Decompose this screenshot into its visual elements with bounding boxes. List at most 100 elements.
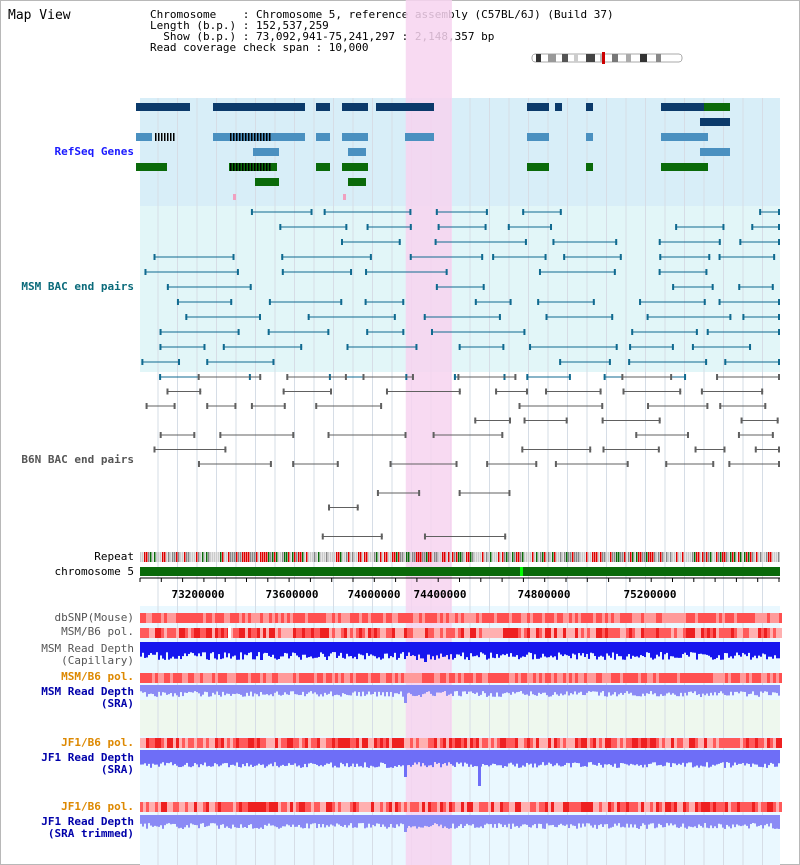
polymorphism-bin xyxy=(722,673,725,683)
read-depth-bin xyxy=(564,750,566,765)
read-depth-bin xyxy=(684,685,686,693)
b6n-bac-pair-end xyxy=(501,432,504,438)
track-label-msm-bac[interactable]: MSM BAC end pairs xyxy=(21,280,134,293)
polymorphism-bin xyxy=(776,673,779,683)
track-label-msm-b6-pol-2[interactable]: MSM/B6 pol. xyxy=(61,670,134,683)
polymorphism-bin xyxy=(671,628,674,638)
polymorphism-bin xyxy=(269,802,272,812)
read-depth-bin xyxy=(542,685,544,693)
polymorphism-bin xyxy=(251,802,254,812)
polymorphism-bin xyxy=(563,738,566,748)
polymorphism-bin xyxy=(512,613,515,623)
polymorphism-bin xyxy=(617,628,620,638)
track-label-jf1-depth-sra[interactable]: JF1 Read Depth (SRA) xyxy=(41,751,134,776)
polymorphism-bin xyxy=(710,673,713,683)
repeat-mark xyxy=(506,552,508,562)
b6n-bac-track-bg xyxy=(140,372,780,548)
polymorphism-bin xyxy=(170,738,173,748)
repeat-mark xyxy=(338,552,340,562)
read-depth-bin xyxy=(196,642,198,657)
read-depth-bin xyxy=(374,642,376,657)
repeat-mark xyxy=(698,552,700,562)
polymorphism-bin xyxy=(260,673,263,683)
read-depth-bin xyxy=(466,642,468,658)
read-depth-bin xyxy=(738,815,740,826)
polymorphism-bin xyxy=(629,673,632,683)
read-depth-bin xyxy=(150,750,152,768)
repeat-mark xyxy=(396,552,398,562)
read-depth-bin xyxy=(644,750,646,765)
repeat-mark xyxy=(712,552,714,562)
polymorphism-bin xyxy=(209,802,212,812)
read-depth-bin xyxy=(698,750,700,768)
polymorphism-bin xyxy=(575,802,578,812)
repeat-mark xyxy=(378,552,380,562)
read-depth-bin xyxy=(428,750,430,766)
track-label-msm-b6-pol-1[interactable]: MSM/B6 pol. xyxy=(61,625,134,638)
read-depth-bin xyxy=(260,815,262,828)
repeat-mark xyxy=(464,552,466,562)
track-label-refseq[interactable]: RefSeq Genes xyxy=(54,145,134,158)
polymorphism-bin xyxy=(632,628,635,638)
polymorphism-bin xyxy=(719,628,722,638)
polymorphism-bin xyxy=(290,802,293,812)
read-depth-bin xyxy=(456,750,458,763)
b6n-bac-pair-end xyxy=(269,461,272,467)
b6n-bac-pair-end xyxy=(771,432,774,438)
polymorphism-bin xyxy=(446,802,449,812)
polymorphism-bin xyxy=(506,673,509,683)
read-depth-bin xyxy=(668,750,670,763)
track-label-dbsnp[interactable]: dbSNP(Mouse) xyxy=(54,611,134,624)
polymorphism-bin xyxy=(395,628,398,638)
polymorphism-bin xyxy=(734,673,737,683)
repeat-mark xyxy=(194,552,196,562)
polymorphism-bin xyxy=(230,738,233,748)
read-depth-bin xyxy=(386,642,388,654)
repeat-mark xyxy=(254,552,256,562)
polymorphism-bin xyxy=(689,802,692,812)
polymorphism-bin xyxy=(731,613,734,623)
polymorphism-bin xyxy=(158,802,161,812)
read-depth-bin xyxy=(706,750,708,763)
read-depth-bin xyxy=(472,815,474,825)
polymorphism-bin xyxy=(182,802,185,812)
repeat-mark xyxy=(640,552,642,562)
repeat-mark xyxy=(288,552,290,562)
polymorphism-bin xyxy=(395,738,398,748)
polymorphism-bin xyxy=(140,802,143,812)
polymorphism-bin xyxy=(509,613,512,623)
read-depth-bin xyxy=(140,685,142,692)
read-depth-bin xyxy=(702,685,704,694)
read-depth-bin xyxy=(644,815,646,825)
read-depth-bin xyxy=(212,815,214,824)
read-depth-bin xyxy=(166,815,168,824)
track-label-msm-depth-sra[interactable]: MSM Read Depth (SRA) xyxy=(41,685,134,710)
polymorphism-bin xyxy=(767,613,770,623)
track-label-msm-depth-capillary[interactable]: MSM Read Depth (Capillary) xyxy=(41,642,134,667)
msm-bac-pair-end xyxy=(559,209,562,215)
polymorphism-bin xyxy=(707,738,710,748)
b6n-bac-pair-end xyxy=(234,403,237,409)
polymorphism-bin xyxy=(755,802,758,812)
read-depth-bin xyxy=(352,750,354,764)
read-depth-bin xyxy=(362,685,364,692)
read-depth-bin xyxy=(636,685,638,697)
polymorphism-bin xyxy=(614,738,617,748)
polymorphism-bin xyxy=(689,673,692,683)
read-depth-bin xyxy=(428,685,430,692)
track-label-b6n-bac[interactable]: B6N BAC end pairs xyxy=(21,453,134,466)
read-depth-bin xyxy=(156,685,158,697)
read-depth-bin xyxy=(676,685,678,697)
polymorphism-bin xyxy=(761,738,764,748)
read-depth-bin xyxy=(258,685,260,697)
read-depth-bin xyxy=(340,685,342,697)
read-depth-bin xyxy=(502,750,504,768)
read-depth-bin xyxy=(310,750,312,763)
read-depth-bin xyxy=(218,750,220,767)
b6n-bac-pair-end xyxy=(153,446,156,453)
track-label-jf1-b6-pol-2[interactable]: JF1/B6 pol. xyxy=(61,800,134,813)
track-label-jf1-depth-trimmed[interactable]: JF1 Read Depth (SRA trimmed) xyxy=(41,815,134,840)
track-label-jf1-b6-pol-1[interactable]: JF1/B6 pol. xyxy=(61,736,134,749)
read-depth-bin xyxy=(288,750,290,764)
